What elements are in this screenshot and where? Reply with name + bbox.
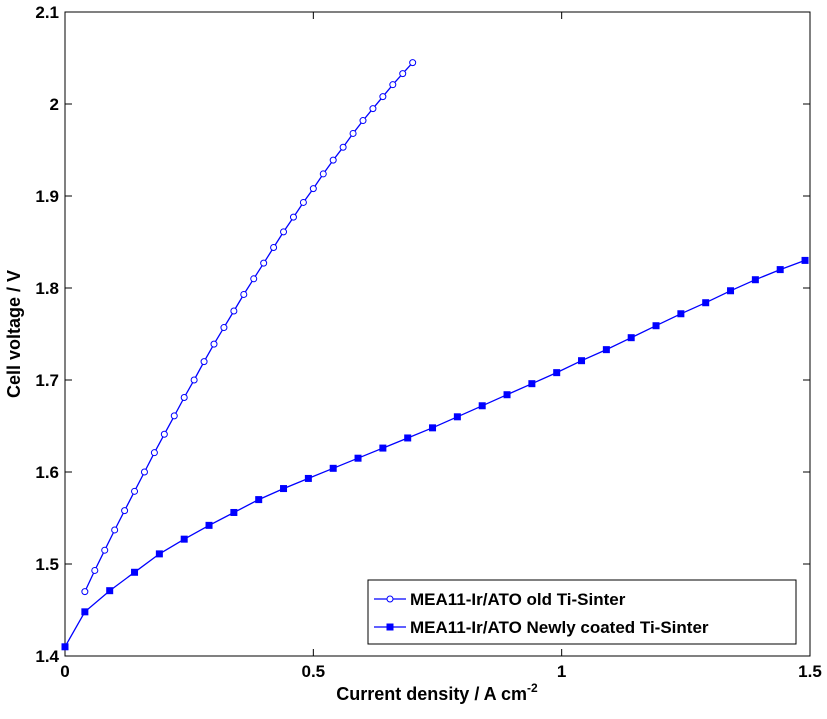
x-tick-label: 0	[60, 662, 69, 681]
data-point-square	[81, 608, 89, 616]
data-point-circle	[399, 70, 407, 78]
data-point-circle	[170, 412, 178, 420]
data-point-square	[578, 357, 586, 365]
data-point-square	[205, 521, 213, 529]
data-point-square	[727, 287, 735, 295]
data-point-circle	[91, 566, 99, 574]
data-point-square	[255, 496, 263, 504]
plot-area	[64, 11, 811, 657]
y-tick-label: 1.8	[35, 279, 59, 298]
data-point-square	[677, 310, 685, 318]
x-axis-label-main: Current density / A cm	[336, 684, 527, 704]
data-point-circle	[389, 81, 397, 89]
data-point-square	[379, 444, 387, 452]
data-point-circle	[190, 376, 198, 384]
y-tick-label: 2	[50, 95, 59, 114]
x-tick-label: 1.5	[798, 662, 822, 681]
data-point-circle	[81, 588, 89, 596]
data-point-square	[503, 391, 511, 399]
data-point-square	[429, 424, 437, 432]
data-point-circle	[309, 185, 317, 193]
data-point-circle	[230, 307, 238, 315]
data-point-square	[329, 464, 337, 472]
data-point-square	[354, 454, 362, 462]
series-layer	[61, 59, 809, 651]
data-point-circle	[329, 156, 337, 164]
data-point-circle	[299, 198, 307, 206]
data-point-square	[155, 550, 163, 558]
data-point-square	[280, 485, 288, 493]
x-tick-label: 1	[557, 662, 566, 681]
data-point-circle	[240, 290, 248, 298]
data-point-square	[751, 276, 759, 284]
x-axis-label: Current density / A cm-2	[336, 681, 538, 704]
data-point-circle	[111, 526, 119, 534]
data-point-circle	[280, 228, 288, 236]
data-point-square	[478, 402, 486, 410]
data-point-circle	[339, 143, 347, 151]
data-point-circle	[379, 93, 387, 101]
data-point-circle	[359, 117, 367, 125]
data-point-circle	[220, 324, 228, 332]
data-point-circle	[180, 393, 188, 401]
data-point-circle	[200, 358, 208, 366]
data-point-square	[627, 334, 635, 342]
y-axis-label: Cell voltage / V	[4, 270, 24, 398]
legend: MEA11-Ir/ATO old Ti-Sinter MEA11-Ir/ATO N…	[367, 579, 797, 645]
y-tick-label: 1.9	[35, 187, 59, 206]
y-tick-label: 1.7	[35, 371, 59, 390]
data-point-square	[180, 535, 188, 543]
series-1	[81, 59, 417, 596]
legend-marker-circle	[386, 595, 394, 603]
data-point-circle	[270, 244, 278, 252]
data-point-square	[801, 256, 809, 264]
x-tick-label: 0.5	[302, 662, 326, 681]
data-point-circle	[160, 430, 168, 438]
data-point-square	[553, 369, 561, 377]
data-point-circle	[289, 213, 297, 221]
data-point-square	[106, 587, 114, 595]
y-tick-label: 1.6	[35, 463, 59, 482]
data-point-circle	[319, 170, 327, 178]
y-tick-label: 1.5	[35, 555, 59, 574]
legend-box	[367, 579, 797, 645]
data-point-square	[131, 568, 139, 576]
data-point-square	[404, 434, 412, 442]
data-point-square	[528, 380, 536, 388]
data-point-circle	[101, 546, 109, 554]
series-2	[61, 256, 809, 651]
data-point-square	[776, 266, 784, 274]
axis-ticks: 0 0.5 1 1.5 1.4 1.5 1.6 1.7 1.8 1.9 2 2.1	[35, 3, 821, 681]
data-point-square	[453, 413, 461, 421]
data-point-circle	[150, 449, 158, 457]
y-tick-label: 2.1	[35, 3, 59, 22]
data-point-circle	[140, 468, 148, 476]
legend-label: MEA11-Ir/ATO Newly coated Ti-Sinter	[410, 618, 709, 637]
data-point-square	[702, 299, 710, 307]
legend-marker-square	[386, 623, 394, 631]
data-point-circle	[131, 487, 139, 495]
data-point-circle	[369, 105, 377, 113]
data-point-square	[304, 474, 312, 482]
data-point-square	[230, 508, 238, 516]
data-point-square	[652, 322, 660, 330]
data-point-square	[61, 643, 69, 651]
data-point-square	[602, 346, 610, 354]
y-tick-label: 1.4	[35, 647, 59, 666]
data-point-circle	[260, 259, 268, 267]
data-point-circle	[210, 340, 218, 348]
data-point-circle	[349, 129, 357, 137]
legend-label: MEA11-Ir/ATO old Ti-Sinter	[410, 590, 626, 609]
x-axis-label-exponent: -2	[527, 681, 538, 695]
data-point-circle	[121, 507, 129, 515]
series-line	[84, 62, 414, 592]
data-point-circle	[409, 59, 417, 67]
data-point-circle	[250, 275, 258, 283]
